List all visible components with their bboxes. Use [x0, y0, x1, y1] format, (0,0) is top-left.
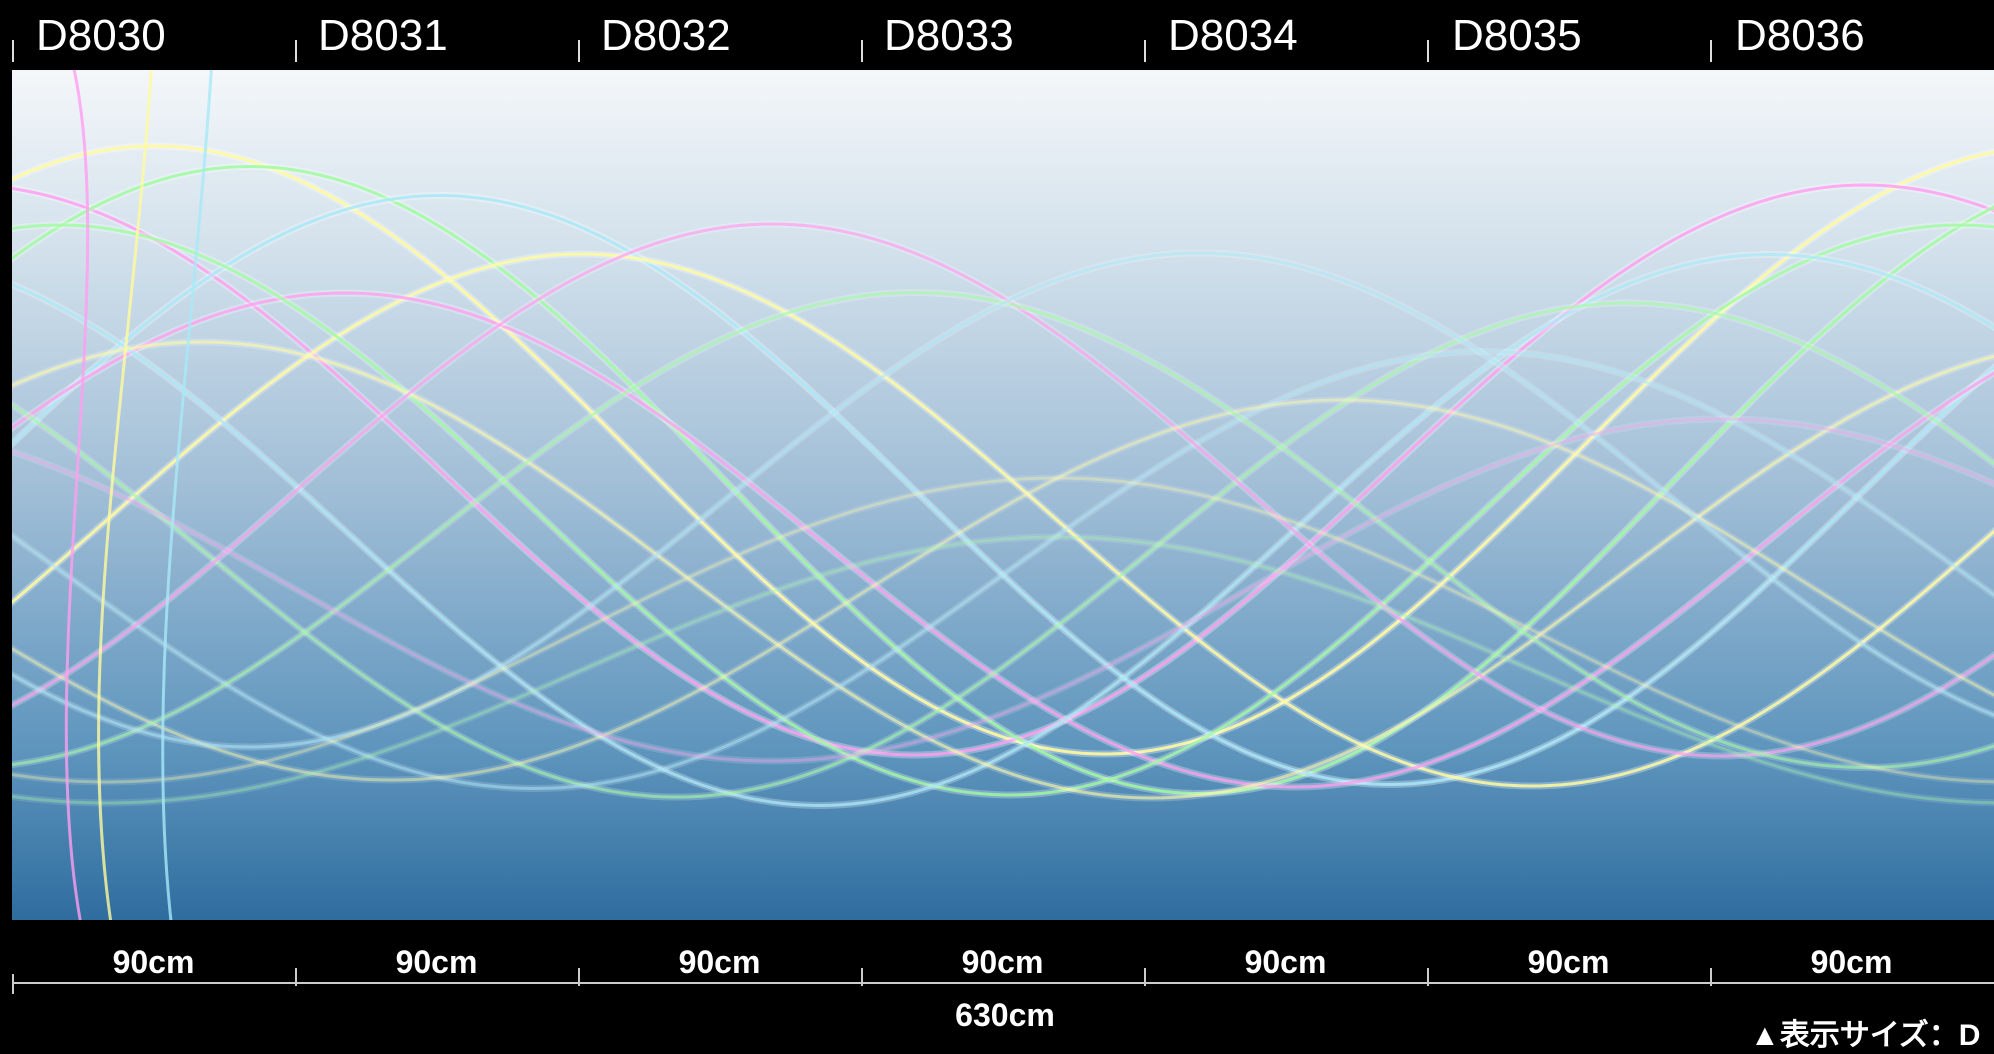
wave-line	[12, 252, 1994, 808]
wave-line-glow	[12, 288, 1994, 772]
dimension-line	[12, 982, 1994, 984]
wave-line	[12, 144, 1994, 756]
wave-line	[12, 223, 1994, 797]
display-size-note: ▲表示サイズ：D	[1750, 1019, 1981, 1052]
wave-line	[12, 398, 1994, 782]
wave-line-glow	[12, 415, 1994, 765]
wave-line	[12, 193, 1994, 787]
wave-line	[12, 476, 1994, 784]
panel-code-d8034: D8034	[1168, 11, 1298, 60]
wave-line	[12, 340, 1994, 800]
wave-line-glow	[12, 191, 1994, 789]
wave-line	[12, 164, 1994, 796]
panel-code-d8032: D8032	[601, 11, 731, 60]
wave-line	[12, 251, 1994, 749]
wave-line	[12, 291, 1994, 789]
wave-line	[12, 252, 1994, 788]
header-tick	[1710, 40, 1712, 62]
wave-line-glow	[12, 474, 1994, 786]
wave-line	[12, 535, 1994, 805]
dimension-tick	[1144, 968, 1146, 986]
arc-line	[97, 70, 153, 920]
wave-line-glow	[12, 299, 1994, 801]
panel-width-label: 90cm	[1527, 944, 1610, 980]
wave-line	[12, 290, 1994, 770]
header-tick	[1144, 40, 1146, 62]
header-tick	[295, 40, 297, 62]
arc-line	[161, 70, 213, 920]
wave-line	[12, 301, 1994, 799]
panel-width-label: 90cm	[1810, 944, 1893, 980]
wave-line	[12, 222, 1994, 758]
panel-width-label: 90cm	[678, 944, 761, 980]
wave-line	[12, 183, 1994, 757]
wave-line-glow	[12, 396, 1994, 784]
header-tick	[12, 40, 14, 62]
wave-line	[12, 417, 1994, 763]
panel-width-label: 90cm	[961, 944, 1044, 980]
wave-pattern	[12, 70, 1994, 920]
panel-width-label: 90cm	[1244, 944, 1327, 980]
panel-code-d8033: D8033	[884, 11, 1014, 60]
panel-code-d8031: D8031	[318, 11, 448, 60]
arc-line	[64, 70, 90, 920]
dimension-line-start	[12, 974, 14, 994]
panel-code-d8030: D8030	[36, 11, 166, 60]
wave-line-glow	[12, 533, 1994, 807]
header-tick	[578, 40, 580, 62]
total-width-label: 630cm	[955, 997, 1055, 1033]
panel-code-header: D8030 D8031 D8032 D8033 D8034 D8035 D803…	[0, 0, 1994, 70]
panel-width-label: 90cm	[112, 944, 195, 980]
wallpaper-pattern-preview	[12, 70, 1994, 920]
dimension-tick	[578, 968, 580, 986]
dimension-tick	[295, 968, 297, 986]
dimension-tick	[1427, 968, 1429, 986]
header-tick	[861, 40, 863, 62]
dimension-tick	[1710, 968, 1712, 986]
dimension-footer: 90cm 90cm 90cm 90cm 90cm 90cm 90cm 630cm…	[0, 920, 1994, 1052]
header-tick	[1427, 40, 1429, 62]
panel-width-label: 90cm	[395, 944, 478, 980]
dimension-tick	[861, 968, 863, 986]
panel-code-d8035: D8035	[1452, 11, 1582, 60]
panel-code-d8036: D8036	[1735, 11, 1865, 60]
